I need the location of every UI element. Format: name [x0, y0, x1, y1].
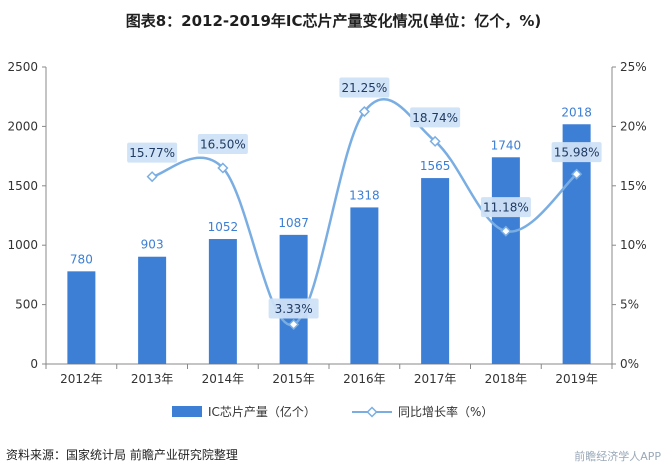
legend-bar-label: IC芯片产量（亿个） [208, 404, 316, 419]
bar-data-label: 1740 [491, 138, 522, 152]
growth-label-box [339, 77, 390, 98]
x-tick-label: 2015年 [272, 372, 315, 386]
bar-data-label: 1565 [420, 159, 451, 173]
bar-data-label: 1318 [349, 188, 380, 202]
watermark: 前瞻经济学人APP [574, 450, 661, 463]
growth-point [288, 318, 300, 331]
bar [562, 124, 591, 364]
x-tick-label: 2018年 [485, 372, 528, 386]
growth-data-label: 15.77% [129, 146, 175, 160]
bar [421, 178, 450, 364]
growth-data-label: 15.98% [554, 146, 600, 160]
y-left-tick-label: 1500 [7, 179, 38, 193]
x-tick-label: 2016年 [343, 372, 386, 386]
bar-data-label: 2018 [561, 105, 592, 119]
growth-point [571, 168, 583, 180]
x-tick-label: 2012年 [60, 372, 103, 386]
bar [491, 157, 520, 364]
y-left-tick-label: 500 [15, 298, 38, 312]
legend-line-marker [366, 406, 378, 418]
y-right-tick-label: 5% [620, 298, 639, 312]
y-right-tick-label: 10% [620, 238, 647, 252]
growth-point [358, 105, 370, 118]
bar-data-label: 903 [141, 238, 164, 252]
y-left-tick-label: 2000 [7, 119, 38, 133]
growth-data-label: 3.33% [275, 302, 313, 316]
chart-title: 图表8：2012-2019年IC芯片产量变化情况(单位：亿个，%) [125, 12, 542, 30]
bar [350, 207, 379, 364]
growth-point [146, 171, 158, 183]
bar-data-label: 1087 [278, 216, 309, 230]
x-tick-label: 2019年 [555, 372, 598, 386]
growth-data-label: 18.74% [412, 111, 458, 125]
legend-line-label: 同比增长率（%） [398, 404, 493, 419]
x-tick-label: 2014年 [202, 372, 245, 386]
growth-data-label: 21.25% [341, 81, 387, 95]
y-right-tick-label: 0% [620, 357, 639, 371]
growth-label-box [410, 107, 461, 128]
y-right-tick-label: 15% [620, 179, 647, 193]
y-right-tick-label: 25% [620, 60, 647, 74]
y-left-tick-label: 2500 [7, 60, 38, 74]
y-right-tick-label: 20% [620, 119, 647, 133]
growth-point [429, 135, 441, 147]
growth-data-label: 11.18% [483, 201, 529, 215]
growth-data-label: 16.50% [200, 137, 246, 151]
x-tick-label: 2017年 [414, 372, 457, 386]
growth-label-box [268, 298, 319, 319]
growth-label-box [551, 142, 602, 163]
y-left-tick-label: 0 [30, 357, 38, 371]
growth-label-box [197, 133, 248, 154]
bar-data-label: 1052 [208, 220, 239, 234]
source-note: 资料来源：国家统计局 前瞻产业研究院整理 [6, 448, 238, 462]
growth-point [500, 225, 512, 237]
bar [67, 271, 96, 364]
growth-label-box [480, 197, 531, 218]
bar [138, 256, 167, 364]
bar-data-label: 780 [70, 252, 93, 266]
bar [208, 239, 237, 364]
growth-point [217, 162, 229, 174]
legend-bar-swatch [172, 406, 202, 417]
x-tick-label: 2013年 [131, 372, 174, 386]
y-left-tick-label: 1000 [7, 238, 38, 252]
growth-label-box [127, 142, 178, 163]
